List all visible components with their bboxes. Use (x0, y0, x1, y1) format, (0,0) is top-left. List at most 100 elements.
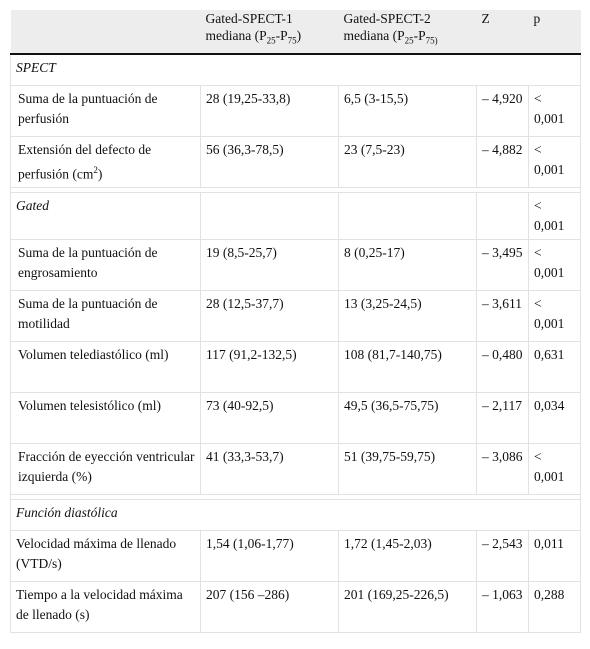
data-row: Suma de la puntuación de perfusión 28 (19… (10, 84, 581, 137)
header-cell: Gated-SPECT-1 mediana (P25-P75) (200, 10, 339, 55)
cell-text: – 3,611 (482, 296, 522, 312)
section-row: Función diastólica (10, 499, 581, 532)
header-cell: Gated-SPECT-2 mediana (P25-P75) (338, 10, 477, 55)
cell-text: 6,5 (3-15,5) (344, 90, 409, 106)
value-cell: 207 (156 –286) (200, 581, 339, 634)
cell-text: 8 (0,25-17) (344, 245, 405, 261)
row-label: Volumen telesistólico (ml) (10, 392, 201, 445)
data-row: Suma de la puntuación de engrosamiento 19… (10, 239, 581, 292)
value-cell: – 2,117 (476, 392, 529, 445)
cell-text: 49,5 (36,5-75,75) (344, 398, 439, 414)
value-cell: – 2,543 (476, 530, 529, 583)
cell-text: Suma de la puntuación de perfusión (18, 90, 158, 126)
cell-text: 25 (404, 35, 414, 46)
cell-text: 23 (7,5-23) (344, 141, 405, 157)
value-cell: < 0,001 (528, 84, 581, 137)
section-title: SPECT (10, 53, 581, 86)
cell-text: Función diastólica (16, 505, 118, 521)
cell-text: ) (97, 166, 103, 182)
data-row: Volumen telediastólico (ml) 117 (91,2-132… (10, 341, 581, 394)
data-row: Suma de la puntuación de motilidad 28 (12… (10, 290, 581, 343)
cell-text: SPECT (16, 59, 56, 75)
cell-text: -P (413, 28, 426, 43)
header-cell: p (528, 10, 581, 55)
cell-text: 207 (156 –286) (206, 587, 290, 603)
cell-text: 2 (93, 164, 98, 175)
table-body: SPECT Suma de la puntuación de perfusión 2… (10, 53, 581, 634)
cell-text: – 3,495 (482, 245, 523, 261)
cell-text: < 0,001 (534, 198, 565, 234)
cell-text: p (533, 11, 541, 26)
cell-text: 19 (8,5-25,7) (206, 245, 277, 261)
cell-text: 28 (12,5-37,7) (206, 296, 284, 312)
cell-text: 0,034 (534, 398, 565, 414)
cell-text: Gated (16, 198, 49, 214)
cell-text: – 2,117 (482, 398, 522, 414)
cell-text: Z (481, 11, 490, 26)
cell-text: 75) (425, 35, 438, 46)
cell-text: -P (275, 28, 288, 43)
cell-text: Velocidad máxima de llenado (VTD/s) (16, 536, 177, 572)
row-label: Fracción de eyección ventricular izquier… (10, 443, 201, 496)
data-row: Fracción de eyección ventricular izquier… (10, 443, 581, 496)
value-cell: 13 (3,25-24,5) (338, 290, 477, 343)
cell-text: – 0,480 (482, 347, 523, 363)
cell-text: 0,631 (534, 347, 565, 363)
value-cell: 1,54 (1,06-1,77) (200, 530, 339, 583)
empty-cell (200, 192, 339, 241)
cell-text: – 3,086 (482, 449, 523, 465)
value-cell: 73 (40-92,5) (200, 392, 339, 445)
header-cell (10, 10, 201, 55)
value-cell: – 3,611 (476, 290, 529, 343)
cell-text: Suma de la puntuación de motilidad (18, 296, 158, 332)
cell-text: 1,54 (1,06-1,77) (206, 536, 294, 552)
cell-text: 28 (19,25-33,8) (206, 90, 291, 106)
row-label: Suma de la puntuación de motilidad (10, 290, 201, 343)
cell-text: 41 (33,3-53,7) (206, 449, 284, 465)
row-label: Suma de la puntuación de engrosamiento (10, 239, 201, 292)
data-row: Velocidad máxima de llenado (VTD/s) 1,54 … (10, 530, 581, 583)
cell-text: < 0,001 (534, 90, 565, 126)
value-cell: – 3,086 (476, 443, 529, 496)
value-cell: 51 (39,75-59,75) (338, 443, 477, 496)
empty-cell (476, 192, 529, 241)
value-cell: 108 (81,7-140,75) (338, 341, 477, 394)
row-label: Volumen telediastólico (ml) (10, 341, 201, 394)
cell-text: Volumen telediastólico (ml) (18, 347, 169, 363)
value-cell: 28 (12,5-37,7) (200, 290, 339, 343)
value-cell: 56 (36,3-78,5) (200, 135, 339, 189)
cell-text: 117 (91,2-132,5) (206, 347, 297, 363)
header-cell: Z (476, 10, 529, 55)
value-cell: – 3,495 (476, 239, 529, 292)
value-cell: – 0,480 (476, 341, 529, 394)
value-cell: 1,72 (1,45-2,03) (338, 530, 477, 583)
section-row: Gated < 0,001 (10, 192, 581, 241)
value-cell: 117 (91,2-132,5) (200, 341, 339, 394)
cell-text: 13 (3,25-24,5) (344, 296, 422, 312)
value-cell: 0,034 (528, 392, 581, 445)
value-cell: – 4,920 (476, 84, 529, 137)
cell-text: Gated-SPECT-2 mediana (P (343, 11, 431, 43)
header-row: Gated-SPECT-1 mediana (P25-P75) Gated-SPE… (10, 10, 581, 55)
row-label: Suma de la puntuación de perfusión (10, 84, 201, 137)
cell-text: 25 (266, 35, 276, 46)
cell-text: ) (296, 28, 302, 43)
value-cell: 49,5 (36,5-75,75) (338, 392, 477, 445)
p-cell: < 0,001 (528, 192, 581, 241)
value-cell: < 0,001 (528, 443, 581, 496)
value-cell: 28 (19,25-33,8) (200, 84, 339, 137)
value-cell: 8 (0,25-17) (338, 239, 477, 292)
value-cell: < 0,001 (528, 239, 581, 292)
data-row: Tiempo a la velocidad máxima de llenado … (10, 581, 581, 634)
value-cell: 0,288 (528, 581, 581, 634)
cell-text: Extensión del defecto de perfusión (cm (18, 141, 152, 182)
section-title: Gated (10, 192, 201, 241)
row-label: Tiempo a la velocidad máxima de llenado … (10, 581, 201, 634)
cell-text: – 2,543 (482, 536, 523, 552)
cell-text: – 4,920 (482, 90, 523, 106)
value-cell: 201 (169,25-226,5) (338, 581, 477, 634)
value-cell: 0,631 (528, 341, 581, 394)
cell-text: Tiempo a la velocidad máxima de llenado … (16, 587, 183, 623)
results-table: Gated-SPECT-1 mediana (P25-P75) Gated-SPE… (10, 10, 581, 634)
